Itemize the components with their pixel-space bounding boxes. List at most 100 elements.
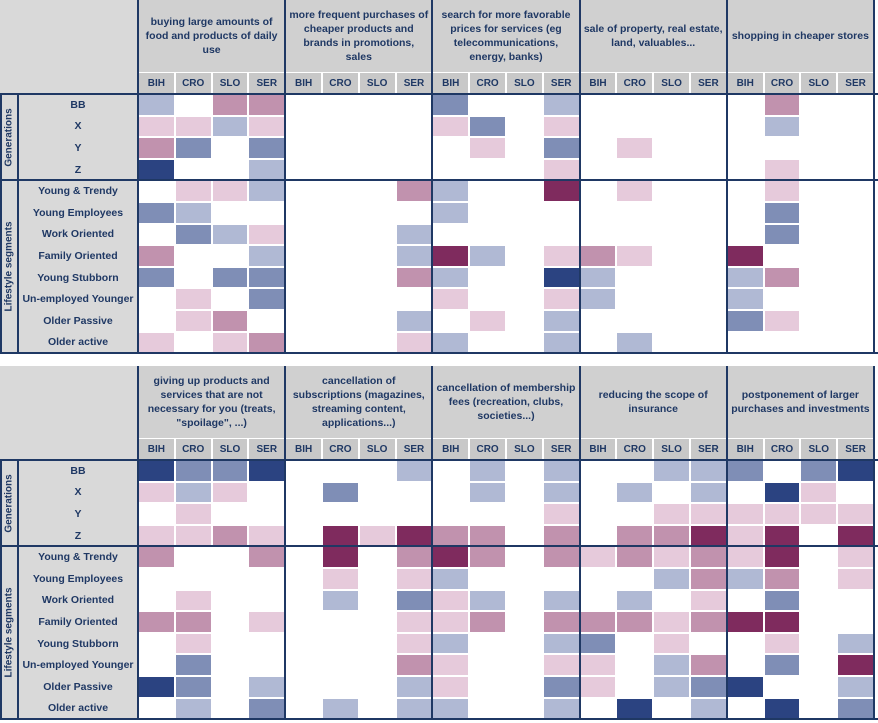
heat-cell xyxy=(764,612,800,632)
country-header-bih: BIH xyxy=(286,439,321,459)
grid-vline xyxy=(873,366,875,720)
heat-cell xyxy=(580,289,616,309)
grid-hline xyxy=(0,545,878,548)
strategy-header: giving up products and services that are… xyxy=(138,366,286,438)
heat-cell xyxy=(396,116,432,137)
heat-cell xyxy=(212,547,248,567)
heat-cell xyxy=(580,698,616,719)
country-header-ser: SER xyxy=(543,73,579,93)
heat-cell xyxy=(470,547,505,567)
heat-cell xyxy=(139,677,174,697)
country-header-ser: SER xyxy=(838,73,873,93)
heat-cell xyxy=(249,547,285,567)
heat-cell xyxy=(175,267,211,288)
heat-cell xyxy=(470,633,505,654)
heat-cell xyxy=(323,590,358,611)
heat-cell xyxy=(470,289,505,309)
heat-cell xyxy=(175,504,211,524)
heat-cell xyxy=(654,698,689,719)
heat-cell xyxy=(580,138,616,158)
heat-cell xyxy=(838,138,873,158)
heat-cell xyxy=(359,612,395,632)
heat-cell xyxy=(764,181,800,201)
heat-cell xyxy=(654,525,689,546)
heat-cell xyxy=(359,698,395,719)
grid-vline xyxy=(578,366,581,720)
heat-cell xyxy=(580,181,616,201)
heat-cell xyxy=(580,95,616,115)
heat-cell xyxy=(764,332,800,353)
heat-cell xyxy=(396,569,432,589)
heat-cell xyxy=(175,138,211,158)
heat-cell xyxy=(249,181,285,201)
row-label: Older Passive xyxy=(18,310,138,332)
heat-cell xyxy=(543,482,579,503)
heat-cell xyxy=(691,612,726,632)
heat-cell xyxy=(359,311,395,331)
heat-cell xyxy=(139,482,174,503)
heat-cell xyxy=(286,246,321,266)
heat-cell xyxy=(433,482,469,503)
heat-cell xyxy=(654,612,689,632)
heat-cell xyxy=(470,504,505,524)
heat-cell xyxy=(139,203,174,223)
country-header-ser: SER xyxy=(691,439,726,459)
heat-cell xyxy=(764,95,800,115)
heat-cell xyxy=(212,159,248,180)
heat-cell xyxy=(654,267,689,288)
heat-cell xyxy=(470,246,505,266)
heat-cell xyxy=(580,655,616,675)
heat-cell xyxy=(433,95,469,115)
heat-cell xyxy=(507,633,542,654)
heat-cell xyxy=(727,289,763,309)
heat-cell xyxy=(764,159,800,180)
heat-cell xyxy=(433,504,469,524)
heat-cell xyxy=(286,461,321,481)
heat-cell xyxy=(470,482,505,503)
heat-cell xyxy=(249,655,285,675)
heat-cell xyxy=(249,159,285,180)
heat-cell xyxy=(691,311,726,331)
heat-cell xyxy=(654,504,689,524)
heat-cell xyxy=(175,159,211,180)
heat-cell xyxy=(359,547,395,567)
heat-cell xyxy=(580,246,616,266)
row-group-text: Lifestyle segments xyxy=(3,587,15,678)
heat-cell xyxy=(212,138,248,158)
heat-cell xyxy=(175,482,211,503)
heat-cell xyxy=(507,677,542,697)
heat-cell xyxy=(543,569,579,589)
heat-cell xyxy=(617,590,653,611)
heat-cell xyxy=(359,633,395,654)
heat-cell xyxy=(175,698,211,719)
country-header-slo: SLO xyxy=(212,439,248,459)
heat-cell xyxy=(507,95,542,115)
heatmap-block-2: giving up products and services that are… xyxy=(0,366,878,723)
country-header-bih: BIH xyxy=(433,439,469,459)
row-label: Young Stubborn xyxy=(18,266,138,289)
heat-cell xyxy=(433,138,469,158)
heat-cell xyxy=(617,698,653,719)
grid-vline xyxy=(725,0,728,354)
heat-cell xyxy=(507,461,542,481)
row-label: BB xyxy=(18,94,138,116)
heat-cell xyxy=(617,677,653,697)
heat-cell xyxy=(175,246,211,266)
country-header-slo: SLO xyxy=(507,439,542,459)
heat-cell xyxy=(507,267,542,288)
heat-cell xyxy=(801,267,837,288)
heat-cell xyxy=(323,246,358,266)
country-header-cro: CRO xyxy=(470,439,505,459)
heat-cell xyxy=(543,633,579,654)
heat-cell xyxy=(727,311,763,331)
heat-cell xyxy=(212,698,248,719)
heat-cell xyxy=(580,203,616,223)
heat-cell xyxy=(139,311,174,331)
heat-cell xyxy=(580,569,616,589)
heat-cell xyxy=(396,224,432,245)
heat-cell xyxy=(507,569,542,589)
heat-cell xyxy=(249,677,285,697)
row-label: Older active xyxy=(18,331,138,354)
heat-cell xyxy=(838,116,873,137)
heat-cell xyxy=(838,95,873,115)
